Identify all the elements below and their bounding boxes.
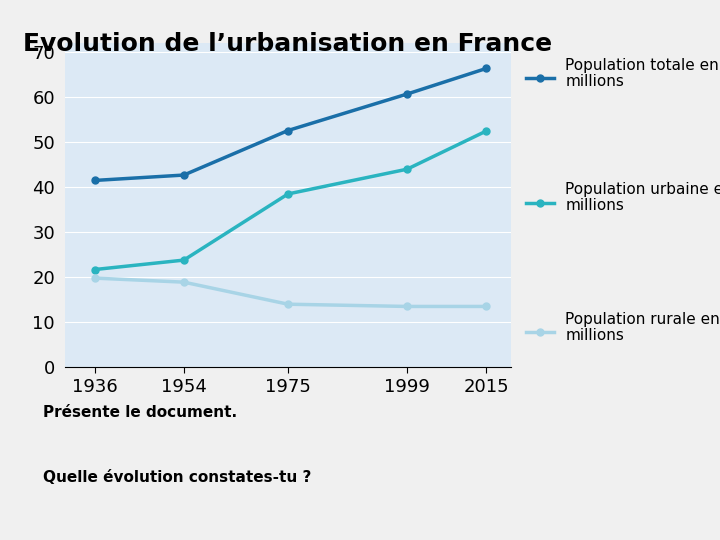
- Text: Evolution de l’urbanisation en France: Evolution de l’urbanisation en France: [24, 32, 552, 56]
- Text: Population totale en: Population totale en: [565, 58, 719, 73]
- Text: Présente le document.: Présente le document.: [43, 405, 238, 420]
- Text: Population rurale en: Population rurale en: [565, 312, 720, 327]
- Text: millions: millions: [565, 328, 624, 343]
- Text: Population urbaine en: Population urbaine en: [565, 182, 720, 197]
- Text: millions: millions: [565, 74, 624, 89]
- Text: Quelle évolution constates-tu ?: Quelle évolution constates-tu ?: [43, 470, 312, 485]
- Text: millions: millions: [565, 198, 624, 213]
